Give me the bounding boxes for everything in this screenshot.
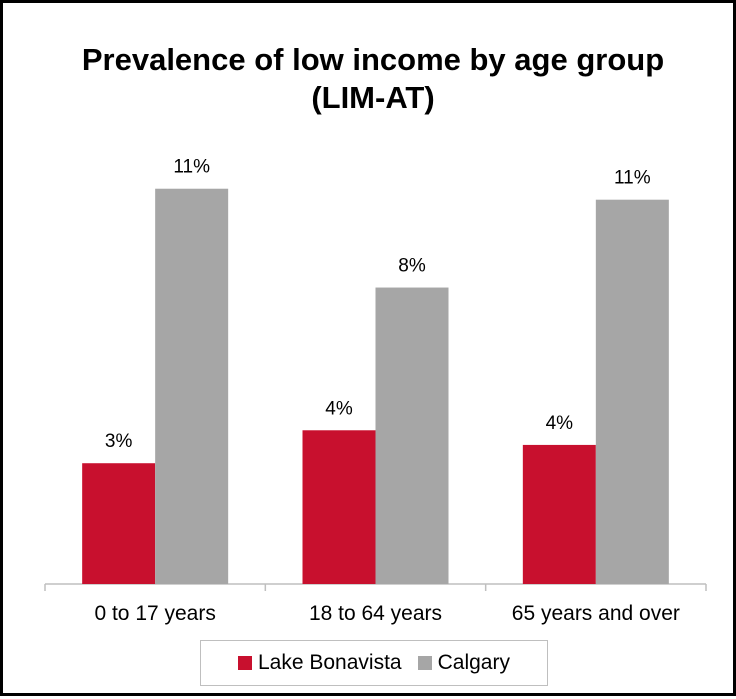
data-label-lake-bonavista-65-years-and-over: 4% xyxy=(546,413,574,434)
bar-lake-bonavista-18-to-64-years xyxy=(302,430,376,584)
data-label-lake-bonavista-18-to-64-years: 4% xyxy=(325,398,353,419)
bar-calgary-65-years-and-over xyxy=(595,199,669,584)
legend-item-lake-bonavista: Lake Bonavista xyxy=(238,651,402,675)
chart-plot-area: 3% 11% 0 to 17 years 4% 8% 18 to 64 years 4% 11… xyxy=(44,157,707,625)
chart-legend: Lake Bonavista Calgary xyxy=(200,640,548,686)
legend-item-calgary: Calgary xyxy=(417,651,510,675)
data-label-calgary-0-to-17-years: 11% xyxy=(173,157,210,178)
x-tick-label-65-years-and-over: 65 years and over xyxy=(512,602,680,625)
chart-title: Prevalence of low income by age group (L… xyxy=(81,42,665,115)
legend-swatch-calgary xyxy=(417,656,432,670)
bar-lake-bonavista-65-years-and-over xyxy=(522,444,596,584)
bar-calgary-18-to-64-years xyxy=(375,287,449,584)
x-tick-label-18-to-64-years: 18 to 64 years xyxy=(309,602,442,625)
legend-swatch-lake-bonavista xyxy=(238,656,252,670)
data-label-lake-bonavista-0-to-17-years: 3% xyxy=(105,431,133,452)
legend-label-calgary: Calgary xyxy=(437,651,510,674)
x-tick-label-0-to-17-years: 0 to 17 years xyxy=(94,602,215,625)
bar-lake-bonavista-0-to-17-years xyxy=(82,463,156,584)
bar-calgary-0-to-17-years xyxy=(155,188,229,584)
data-label-calgary-18-to-64-years: 8% xyxy=(398,256,426,277)
data-label-calgary-65-years-and-over: 11% xyxy=(614,168,651,189)
legend-label-lake-bonavista: Lake Bonavista xyxy=(258,651,402,674)
